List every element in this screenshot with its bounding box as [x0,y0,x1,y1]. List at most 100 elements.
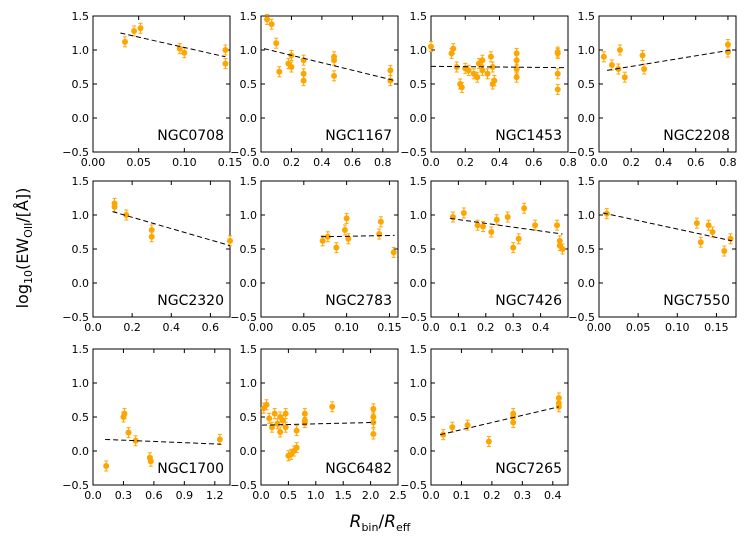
data-point [724,41,731,48]
y-tick-label: 0.0 [410,277,428,290]
y-tick-label: 1.5 [578,175,596,188]
x-tick-label: 0.0 [422,321,440,334]
x-tick-label: 0.6 [145,489,163,502]
data-point [148,233,155,240]
galaxy-label: NGC7550 [663,293,730,309]
x-tick-label: 0.8 [559,156,577,169]
galaxy-label: NGC6482 [325,461,392,477]
x-tick-label: 0.00 [587,321,612,334]
y-tick-label: −0.5 [62,146,89,159]
data-point [709,229,716,235]
x-tick-label: 0.2 [477,321,495,334]
x-tick-label: 0.10 [172,156,197,169]
panel-ngc0708: −0.5 0.0 0.5 1.0 1.5 0.00 0.05 0.10 0.15 NGC0708 [62,10,242,169]
y-tick-label: −0.5 [230,479,257,492]
x-tick-label: 0.0 [252,156,270,169]
y-axis-label: log10(EWOII/[Å]) [13,188,35,309]
galaxy-label: NGC1700 [157,461,224,477]
data-point [555,400,562,407]
y-tick-label: 1.5 [240,343,258,356]
x-tick-label: 0.2 [457,156,475,169]
data-point [554,86,561,93]
y-tick-label: 1.0 [240,377,258,390]
x-tick-label: 0.8 [374,156,392,169]
data-point [515,235,522,242]
data-point [479,67,486,74]
y-tick-label: 1.0 [578,209,596,222]
x-tick-label: 0.05 [126,156,151,169]
x-tick-label: 0.0 [84,489,102,502]
data-point [222,47,229,53]
y-tick-label: 0.5 [410,78,428,91]
x-tick-label: 1.0 [307,489,325,502]
y-tick-label: 1.5 [410,175,428,188]
y-tick-label: 0.0 [578,112,596,125]
y-tick-label: 0.5 [578,243,596,256]
x-tick-label: 0.10 [665,321,690,334]
x-tick-label: 0.00 [249,321,274,334]
data-point [465,67,472,74]
data-point [554,222,561,229]
x-tick-label: 0.0 [422,489,440,502]
data-point [377,218,384,225]
x-tick-label: 0.4 [163,321,181,334]
fit-line [320,234,395,238]
y-tick-label: 1.5 [410,343,428,356]
x-tick-label: 0.2 [622,156,640,169]
y-tick-label: 0.5 [240,78,258,91]
y-tick-label: 1.0 [72,44,90,57]
data-point [491,77,498,84]
data-point [276,68,283,75]
data-point [282,410,289,417]
panel-ngc6482: −0.50.00.51.01.50.0 0.5 1.0 1.5 2.0 2.5NGC648… [230,343,406,502]
y-tick-label: 0.5 [72,78,90,91]
data-point [464,422,471,429]
data-point [621,74,628,81]
y-tick-label: 0.5 [240,411,258,424]
data-point [489,64,496,70]
y-tick-label: 1.0 [240,44,258,57]
data-point [268,424,275,431]
y-tick-label: 1.0 [240,209,258,222]
galaxy-label: NGC1167 [325,128,392,144]
fit-line [450,217,563,235]
x-tick-label: 0.8 [719,156,737,169]
x-tick-label: 0.5 [280,489,298,502]
data-point [273,40,280,47]
x-axis-label: Rbin/Reff [350,512,411,534]
data-point [111,203,118,210]
galaxy-label: NGC2783 [325,293,392,309]
data-point [474,74,481,81]
x-tick-label: 0.6 [344,156,362,169]
data-point [697,239,704,246]
data-point [227,237,233,244]
y-tick-label: 0.0 [72,445,90,458]
data-point [641,66,648,73]
data-point [263,401,270,408]
data-point [474,222,481,229]
data-point [277,428,284,435]
data-point [559,246,566,252]
galaxy-label: NGC2320 [157,293,224,309]
data-point [121,38,128,45]
data-point [345,235,352,242]
y-tick-label: −0.5 [62,479,89,492]
y-tick-label: 0.0 [240,445,258,458]
x-tick-label: 0.4 [655,156,673,169]
x-tick-label: 0.00 [81,156,106,169]
data-point [123,212,130,218]
y-tick-label: −0.5 [568,146,595,159]
x-tick-label: 0.3 [115,489,133,502]
data-point [458,84,465,91]
x-tick-label: 0.0 [422,156,440,169]
data-point [488,229,495,235]
y-tick-label: −0.5 [62,311,89,324]
data-point [387,67,394,74]
data-point [600,53,607,60]
data-point [181,49,188,56]
data-point [293,444,300,451]
